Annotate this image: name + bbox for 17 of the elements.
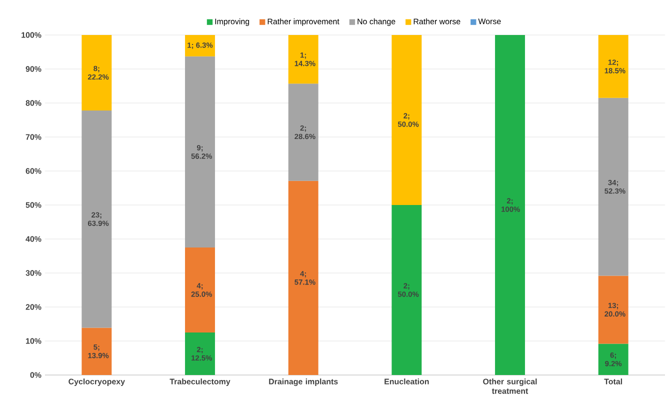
bar [185, 332, 215, 375]
bar [82, 328, 112, 375]
bar [82, 34, 112, 110]
bar [392, 204, 422, 375]
bar [288, 84, 318, 181]
bar [598, 344, 628, 375]
bar [598, 98, 628, 276]
bar [288, 180, 318, 375]
bar [185, 34, 215, 56]
bar [82, 110, 112, 328]
bar [288, 34, 318, 84]
bar [185, 56, 215, 248]
bar [598, 276, 628, 344]
bar [495, 34, 525, 375]
bar [185, 248, 215, 332]
bar [392, 34, 422, 205]
bar [598, 34, 628, 98]
